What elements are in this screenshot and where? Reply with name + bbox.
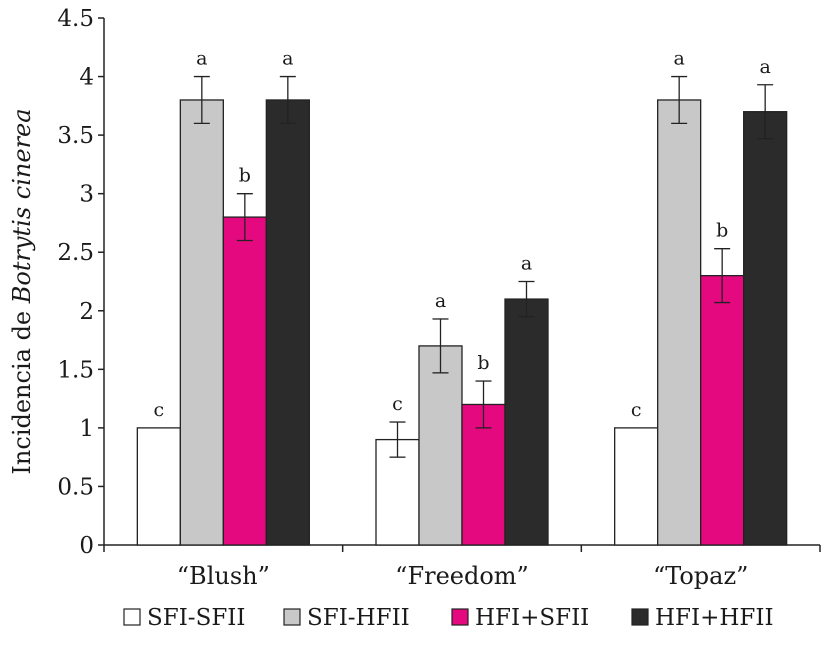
bar: [222, 216, 267, 546]
y-tick-label: 0.5: [57, 474, 94, 500]
bar: [265, 99, 310, 546]
x-category-label: “Blush”: [177, 562, 270, 590]
legend-label: SFI-HFII: [307, 605, 410, 631]
bar: [700, 274, 745, 546]
legend-swatch: [283, 608, 301, 626]
legend: SFI-SFII SFI-HFII HFI+SFII HFI+HFII: [123, 605, 774, 631]
significance-label: c: [631, 399, 642, 421]
legend-swatch: [451, 608, 469, 626]
axes: 0 0.5 1 1.5 2 2.5 3 3.5 4 4.5 Incidencia de Botryt…: [8, 6, 821, 559]
legend-label: HFI+HFII: [655, 605, 774, 631]
bar: [136, 427, 181, 546]
bar: [614, 427, 659, 546]
x-category-label: “Freedom”: [395, 562, 529, 590]
y-axis-label-prefix: Incidencia de: [8, 303, 36, 474]
labels: c a b a “Blush” c a b a “Freedom” c a b a “Topaz”: [154, 48, 771, 590]
bar: [179, 99, 224, 546]
y-tick-label: 2.5: [57, 240, 94, 266]
significance-label: a: [282, 48, 293, 70]
legend-swatch: [631, 608, 649, 626]
y-tick-label: 1: [79, 416, 94, 442]
bar: [504, 298, 549, 546]
y-axis-label-species: Botrytis cinerea: [8, 108, 36, 304]
y-tick-label: 2: [79, 299, 94, 325]
significance-label: c: [392, 393, 403, 415]
x-category-label: “Topaz”: [653, 562, 748, 590]
legend-label: SFI-SFII: [147, 605, 245, 631]
bar: [418, 345, 463, 546]
y-tick-label: 1.5: [57, 357, 94, 383]
significance-label: b: [716, 220, 728, 242]
significance-label: a: [521, 253, 532, 275]
y-tick-label: 3: [79, 182, 94, 208]
significance-label: c: [154, 399, 165, 421]
significance-label: b: [477, 352, 489, 374]
significance-label: a: [674, 48, 685, 70]
legend-swatch: [123, 608, 141, 626]
legend-label: HFI+SFII: [475, 605, 589, 631]
y-tick-label: 0: [79, 533, 94, 559]
bar: [657, 99, 702, 546]
y-tick-label: 4.5: [57, 6, 94, 32]
y-axis-label: Incidencia de Botrytis cinerea: [8, 108, 36, 474]
y-tick-label: 4: [79, 65, 94, 91]
significance-label: b: [239, 165, 251, 187]
significance-label: a: [435, 290, 446, 312]
bars: [136, 75, 788, 546]
bar: [743, 111, 788, 546]
y-tick-label: 3.5: [57, 123, 94, 149]
significance-label: a: [196, 48, 207, 70]
significance-label: a: [760, 56, 771, 78]
